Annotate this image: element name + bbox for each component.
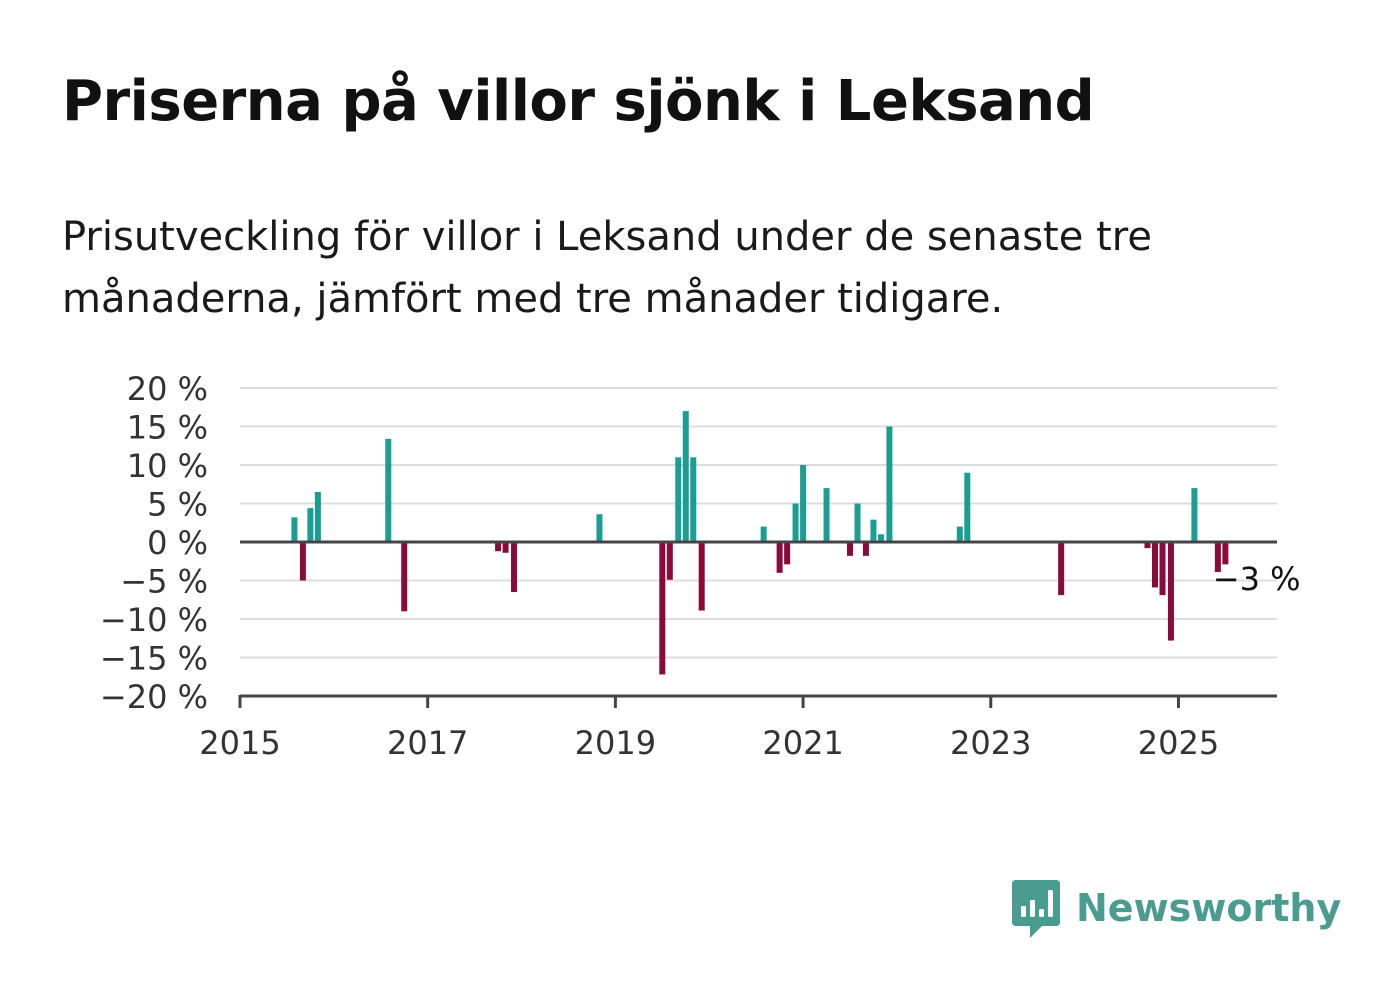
bar-negative: [511, 542, 518, 593]
bar-positive: [823, 488, 830, 542]
x-axis-tick-labels: 2015 2017 2019 2021 2023 2025: [199, 724, 1219, 762]
bar-negative: [1167, 542, 1174, 641]
bar-positive: [690, 457, 697, 542]
bar-chart: 20 %15 %10 %5 %0 %−5 %−10 %−15 %−20 % 20…: [100, 370, 1301, 762]
bar-negative: [847, 542, 853, 556]
y-axis-tick-labels: 20 %15 %10 %5 %0 %−5 %−10 %−15 %−20 %: [100, 370, 208, 716]
bar-positive: [385, 438, 392, 542]
y-tick-label: 5 %: [147, 486, 208, 524]
annotations: −3 %: [1213, 560, 1301, 598]
y-tick-label: 0 %: [147, 524, 208, 562]
chart-subtitle: Prisutveckling för villor i Leksand unde…: [62, 214, 1152, 322]
bar-negative: [862, 542, 869, 556]
y-tick-label: −20 %: [100, 678, 208, 716]
x-tick-label: 2025: [1138, 724, 1219, 762]
bar-positive: [956, 526, 963, 542]
bar-negative: [784, 542, 791, 565]
x-tick-label: 2019: [575, 724, 656, 762]
bar-positive: [792, 503, 799, 542]
bar-negative: [1159, 542, 1166, 596]
bar-negative: [1144, 542, 1151, 549]
y-tick-label: −15 %: [100, 640, 208, 678]
y-tick-label: 15 %: [127, 409, 208, 447]
newsworthy-logo-icon: [1012, 880, 1060, 938]
axes: [238, 540, 1277, 708]
bar-negative: [666, 542, 673, 580]
y-tick-label: 10 %: [127, 447, 208, 485]
bar-negative: [659, 542, 666, 675]
bar-negative: [502, 542, 509, 553]
bar-positive: [291, 517, 298, 542]
bar-negative: [698, 542, 705, 611]
bar-negative: [401, 542, 408, 612]
bar-negative: [1214, 542, 1221, 573]
bar-negative: [1222, 542, 1229, 565]
bar-positive: [760, 526, 767, 542]
bar-positive: [800, 465, 807, 542]
bar-negative: [1152, 542, 1158, 588]
x-tick-label: 2023: [950, 724, 1031, 762]
bar-positive: [886, 426, 893, 542]
bars: [291, 411, 1229, 675]
bar-negative: [495, 542, 502, 552]
y-tick-label: 20 %: [127, 370, 208, 408]
bar-positive: [307, 508, 314, 542]
bar-positive: [1191, 488, 1198, 542]
bar-negative: [1058, 542, 1065, 596]
bar-positive: [870, 519, 877, 542]
brand: Newsworthy: [1010, 876, 1341, 940]
chart-title: Priserna på villor sjönk i Leksand: [62, 69, 1095, 134]
bar-positive: [314, 491, 321, 542]
latest-value-label: −3 %: [1213, 560, 1301, 598]
x-tick-label: 2017: [387, 724, 468, 762]
x-tick-label: 2021: [762, 724, 843, 762]
brand-name: Newsworthy: [1076, 886, 1342, 930]
bar-positive: [682, 411, 689, 542]
x-tick-label: 2015: [199, 724, 280, 762]
bar-positive: [596, 514, 603, 542]
bar-positive: [964, 472, 971, 542]
gridlines: [240, 387, 1277, 659]
bar-positive: [675, 457, 682, 542]
bar-negative: [299, 542, 306, 581]
bar-positive: [854, 503, 861, 542]
bar-positive: [877, 534, 884, 542]
y-tick-label: −10 %: [100, 601, 208, 639]
bar-negative: [776, 542, 783, 573]
y-tick-label: −5 %: [120, 563, 208, 601]
